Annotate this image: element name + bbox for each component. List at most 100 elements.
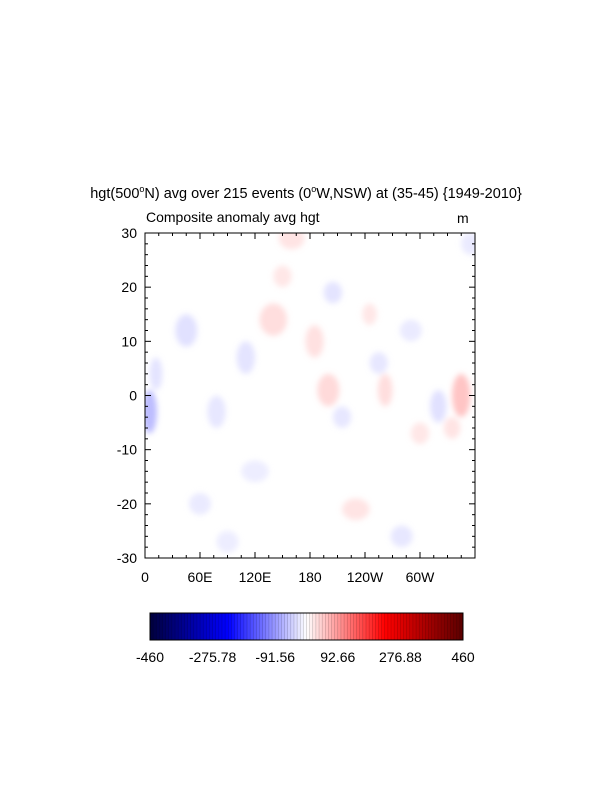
- colorbar-box: [240, 613, 245, 640]
- colorbar-box: [175, 613, 179, 640]
- colorbar-box: [297, 613, 301, 640]
- colorbar-box: [325, 613, 329, 640]
- anomaly-patch-2: [175, 314, 198, 347]
- colorbar-box: [215, 613, 220, 640]
- y-tick-label-1: 20: [121, 279, 137, 295]
- anomaly-patch-4: [189, 493, 211, 515]
- anomaly-patch-7: [273, 265, 292, 288]
- y-tick-label-0: 30: [121, 225, 137, 241]
- colorbar-box: [369, 613, 373, 640]
- colorbar-box: [450, 613, 455, 640]
- colorbar-label-3: 92.66: [320, 649, 355, 665]
- colorbar-box: [268, 613, 273, 640]
- colorbar-box: [456, 613, 461, 640]
- y-tick-label-3: 0: [129, 388, 137, 404]
- anomaly-patch-3: [207, 395, 226, 428]
- anomaly-patch-22: [390, 525, 413, 548]
- colorbar-box: [416, 613, 420, 640]
- y-tick-label-2: 10: [121, 333, 137, 349]
- colorbar-box: [434, 613, 439, 640]
- colorbar-box: [153, 613, 157, 640]
- colorbar-box: [231, 613, 236, 640]
- colorbar-label-4: 276.88: [379, 649, 422, 665]
- colorbar-box: [250, 613, 254, 640]
- colorbar-box: [428, 613, 433, 640]
- colorbar-box: [437, 613, 442, 640]
- colorbar-box: [237, 613, 242, 640]
- anomaly-field: [145, 233, 475, 553]
- colorbar-label-0: -460: [136, 649, 164, 665]
- colorbar-box: [394, 613, 398, 640]
- y-tick-label-4: -10: [117, 442, 137, 458]
- colorbar-box: [287, 613, 292, 640]
- colorbar-box: [278, 613, 282, 640]
- x-tick-label-0: 0: [141, 569, 149, 585]
- colorbar-label-5: 460: [451, 649, 475, 665]
- colorbar-box: [444, 613, 448, 640]
- colorbar-box: [293, 613, 298, 640]
- colorbar-box: [372, 613, 376, 640]
- colorbar-box: [381, 613, 386, 640]
- title-degree-1: o: [139, 184, 145, 194]
- colorbar-box: [409, 613, 414, 640]
- colorbar-box: [187, 613, 192, 640]
- colorbar-box: [431, 613, 436, 640]
- anomaly-patch-16: [377, 373, 393, 407]
- anomaly-patch-24: [241, 460, 269, 483]
- anomaly-patch-5: [236, 341, 255, 374]
- colorbar-box: [378, 613, 383, 640]
- colorbar-box: [218, 613, 223, 640]
- colorbar-box: [272, 613, 276, 640]
- colorbar-box: [206, 613, 210, 640]
- y-tick-label-6: -30: [117, 550, 137, 566]
- colorbar-box: [178, 613, 182, 640]
- colorbar-box: [425, 613, 430, 640]
- colorbar-box: [419, 613, 423, 640]
- colorbar-box: [190, 613, 195, 640]
- colorbar-label-2: -91.56: [255, 649, 295, 665]
- colorbar-box: [196, 613, 201, 640]
- anomaly-patch-9: [305, 325, 324, 358]
- anomaly-patch-13: [342, 498, 370, 521]
- colorbar-box: [387, 613, 392, 640]
- colorbar-box: [165, 613, 170, 640]
- colorbar-box: [340, 613, 345, 640]
- colorbar-box: [375, 613, 379, 640]
- colorbar-box: [353, 613, 358, 640]
- x-tick-label-5: 60W: [406, 569, 436, 585]
- colorbar-box: [212, 613, 217, 640]
- anomaly-patch-23: [461, 233, 475, 255]
- colorbar-box: [322, 613, 326, 640]
- anomaly-patch-6: [259, 303, 288, 336]
- colorbar-box: [200, 613, 204, 640]
- colorbar-box: [397, 613, 401, 640]
- colorbar-box: [262, 613, 267, 640]
- anomaly-patch-18: [410, 422, 430, 445]
- colorbar-box: [203, 613, 207, 640]
- colorbar-box: [275, 613, 279, 640]
- colorbar-box: [328, 613, 333, 640]
- colorbar-box: [228, 613, 232, 640]
- colorbar-box: [259, 613, 264, 640]
- anomaly-patch-1: [149, 357, 163, 391]
- axis-ticks: [144, 232, 475, 559]
- colorbar-box: [159, 613, 164, 640]
- colorbar-box: [422, 613, 426, 640]
- colorbar-box: [359, 613, 364, 640]
- title-text-3: W,NSW) at (35-45) {1949-2010}: [316, 185, 522, 202]
- anomaly-patch-11: [323, 281, 343, 304]
- colorbar-box: [406, 613, 411, 640]
- colorbar-box: [256, 613, 261, 640]
- chart-title: hgt(500oN) avg over 215 events (0oW,NSW)…: [0, 184, 612, 202]
- colorbar-box: [150, 613, 154, 640]
- colorbar-box: [412, 613, 417, 640]
- colorbar-box: [281, 613, 286, 640]
- colorbar-box: [447, 613, 451, 640]
- colorbar-box: [337, 613, 342, 640]
- colorbar-label-1: -275.78: [189, 649, 237, 665]
- colorbar-box: [315, 613, 320, 640]
- colorbar-box: [365, 613, 370, 640]
- colorbar-box: [253, 613, 257, 640]
